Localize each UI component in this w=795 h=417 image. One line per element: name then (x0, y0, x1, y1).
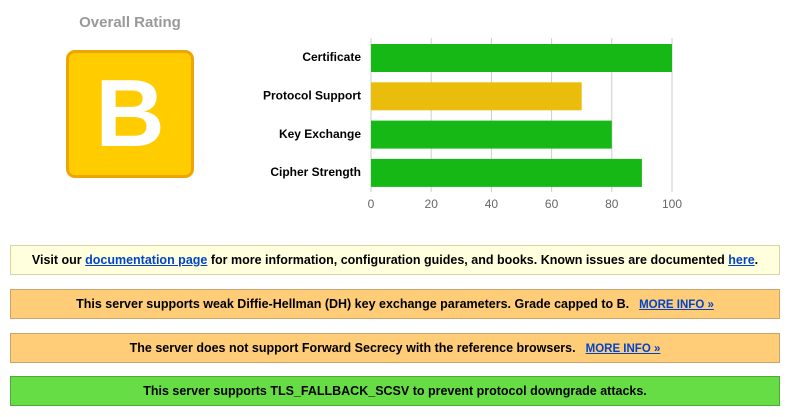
category-label: Protocol Support (263, 88, 361, 102)
category-label: Certificate (302, 50, 361, 64)
notice: This server supports TLS_FALLBACK_SCSV t… (10, 376, 780, 406)
grade-badge: B (66, 50, 194, 178)
chart: 0 20 40 60 80 100 Certificate Protocol Support K… (263, 38, 682, 211)
link[interactable]: MORE INFO » (639, 299, 714, 311)
rating-title: Overall Rating (79, 14, 181, 31)
bar (371, 120, 612, 149)
x-tick-label: 60 (545, 197, 559, 211)
notice: This server supports weak Diffie-Hellman… (10, 289, 780, 319)
category-label: Cipher Strength (270, 165, 361, 179)
notice-text: The server does not support Forward Secr… (129, 341, 576, 355)
bar (371, 82, 582, 111)
notice: The server does not support Forward Secr… (10, 333, 780, 363)
notice-text: This server supports TLS_FALLBACK_SCSV t… (143, 384, 647, 398)
notice-text: for more information, configuration guid… (207, 253, 729, 267)
x-tick-label: 80 (605, 197, 619, 211)
x-tick-label: 20 (425, 197, 439, 211)
category-label: Key Exchange (279, 127, 361, 141)
link[interactable]: MORE INFO » (585, 343, 661, 355)
link[interactable]: here (728, 253, 755, 267)
x-tick-label: 0 (368, 197, 375, 211)
notice-text: This server supports weak Diffie-Hellman… (76, 297, 630, 311)
x-tick-label: 40 (485, 197, 499, 211)
link[interactable]: documentation page (85, 253, 208, 267)
bar (371, 158, 642, 187)
notice-text: . (754, 253, 759, 267)
bar (371, 44, 672, 72)
notice: Visit our documentation page for more in… (10, 245, 780, 275)
x-tick-label: 100 (662, 197, 682, 211)
notice-text: Visit our (31, 253, 86, 267)
